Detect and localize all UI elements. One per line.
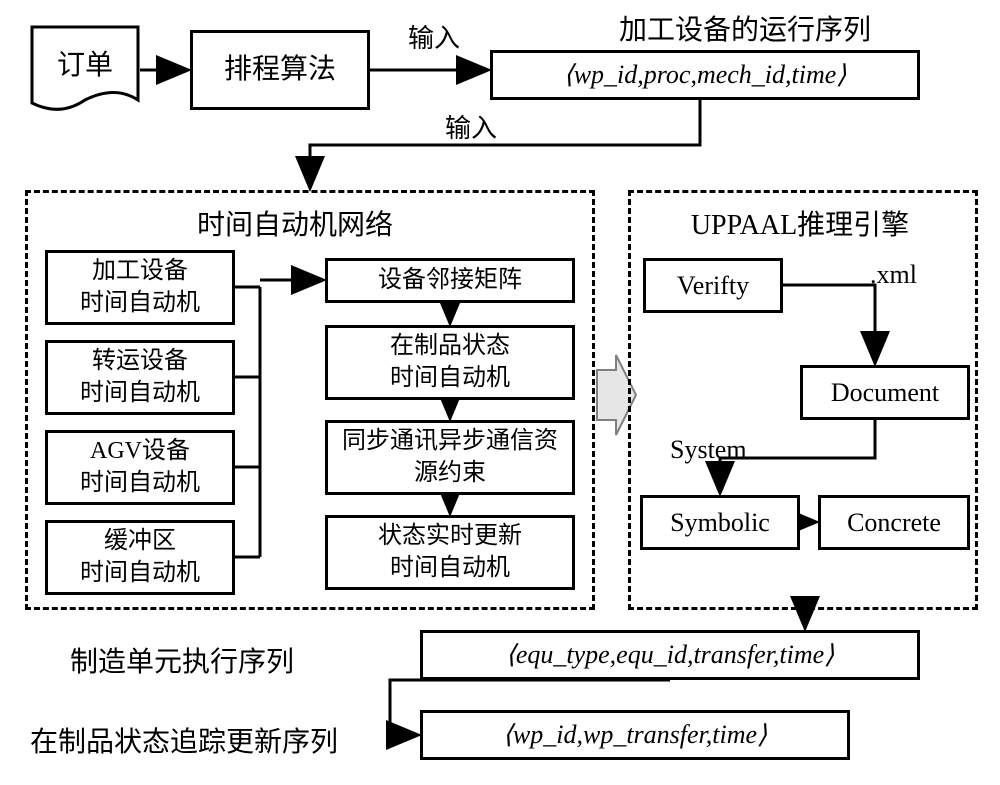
track-tuple: ⟨wp_id,wp_transfer,time⟩ (420, 710, 850, 760)
ta-buffer: 缓冲区 时间自动机 (45, 520, 235, 595)
mid-comm: 同步通讯异步通信资 源约束 (325, 420, 575, 495)
mid-wip: 在制品状态 时间自动机 (325, 325, 575, 400)
verify-box: Verifty (643, 258, 783, 313)
track-seq-label: 在制品状态追踪更新序列 (30, 720, 338, 760)
mid-adjacency: 设备邻接矩阵 (325, 258, 575, 303)
edge-xml: .xml (870, 260, 917, 290)
exec-tuple: ⟨equ_type,equ_id,transfer,time⟩ (420, 630, 920, 680)
document-box: Document (800, 365, 970, 420)
ta-transfer: 转运设备 时间自动机 (45, 340, 235, 415)
sched-box: 排程算法 (190, 30, 370, 110)
seq-title: 加工设备的运行序列 (580, 8, 910, 48)
edge-input1: 输入 (408, 18, 460, 55)
edge-input2: 输入 (445, 108, 497, 145)
ta-machining: 加工设备 时间自动机 (45, 250, 235, 325)
uppaal-title: UPPAAL推理引擎 (660, 203, 940, 243)
ta-agv: AGV设备 时间自动机 (45, 430, 235, 505)
symbolic-box: Symbolic (640, 495, 800, 550)
order-doc: 订单 (30, 25, 140, 115)
order-label: 订单 (30, 25, 140, 100)
mid-update: 状态实时更新 时间自动机 (325, 515, 575, 590)
seq-tuple: ⟨wp_id,proc,mech_id,time⟩ (490, 50, 920, 100)
exec-seq-label: 制造单元执行序列 (70, 640, 294, 680)
edge-system: System (670, 435, 747, 465)
concrete-box: Concrete (818, 495, 970, 550)
ta-network-title: 时间自动机网络 (170, 203, 420, 243)
